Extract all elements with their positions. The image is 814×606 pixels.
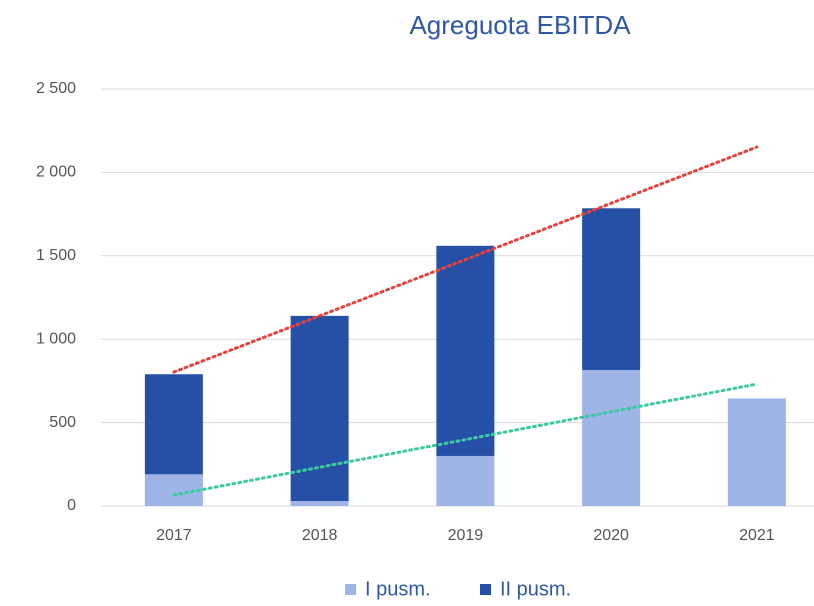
x-tick-label: 2019	[448, 527, 484, 544]
x-tick-label: 2020	[593, 527, 629, 544]
legend-label: II pusm.	[500, 578, 571, 600]
chart-title: Agreguota EBITDA	[409, 10, 631, 40]
y-tick-label: 2 500	[36, 80, 76, 97]
bar-segment	[727, 398, 786, 506]
bar-segment	[436, 245, 495, 456]
y-tick-label: 1 000	[36, 330, 76, 347]
bar-segment	[436, 455, 495, 506]
y-tick-label: 1 500	[36, 247, 76, 264]
x-tick-label: 2017	[156, 527, 192, 544]
trendline	[172, 145, 759, 374]
y-tick-label: 0	[67, 497, 76, 514]
bar-segment	[582, 370, 641, 506]
x-tick-label: 2021	[739, 527, 775, 544]
legend-label: I pusm.	[365, 578, 431, 600]
trendline	[172, 382, 759, 497]
legend-swatch	[480, 584, 491, 595]
bar-segment	[290, 500, 349, 506]
y-tick-label: 2 000	[36, 164, 76, 181]
x-tick-label: 2018	[302, 527, 338, 544]
bar-segment	[582, 208, 641, 371]
bar-segment	[144, 374, 203, 475]
y-tick-label: 500	[49, 414, 76, 431]
legend-swatch	[345, 584, 356, 595]
bar-segment	[290, 315, 349, 501]
